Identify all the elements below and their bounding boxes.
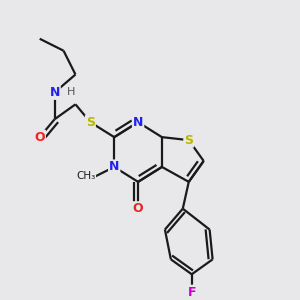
Text: O: O xyxy=(34,130,45,144)
Text: S: S xyxy=(86,116,95,129)
Text: N: N xyxy=(133,116,143,129)
Text: H: H xyxy=(67,87,75,98)
Text: CH₃: CH₃ xyxy=(76,171,95,181)
Text: F: F xyxy=(188,286,196,299)
Text: N: N xyxy=(109,160,119,173)
Text: O: O xyxy=(133,202,143,215)
Text: S: S xyxy=(184,134,193,147)
Text: N: N xyxy=(50,86,60,99)
